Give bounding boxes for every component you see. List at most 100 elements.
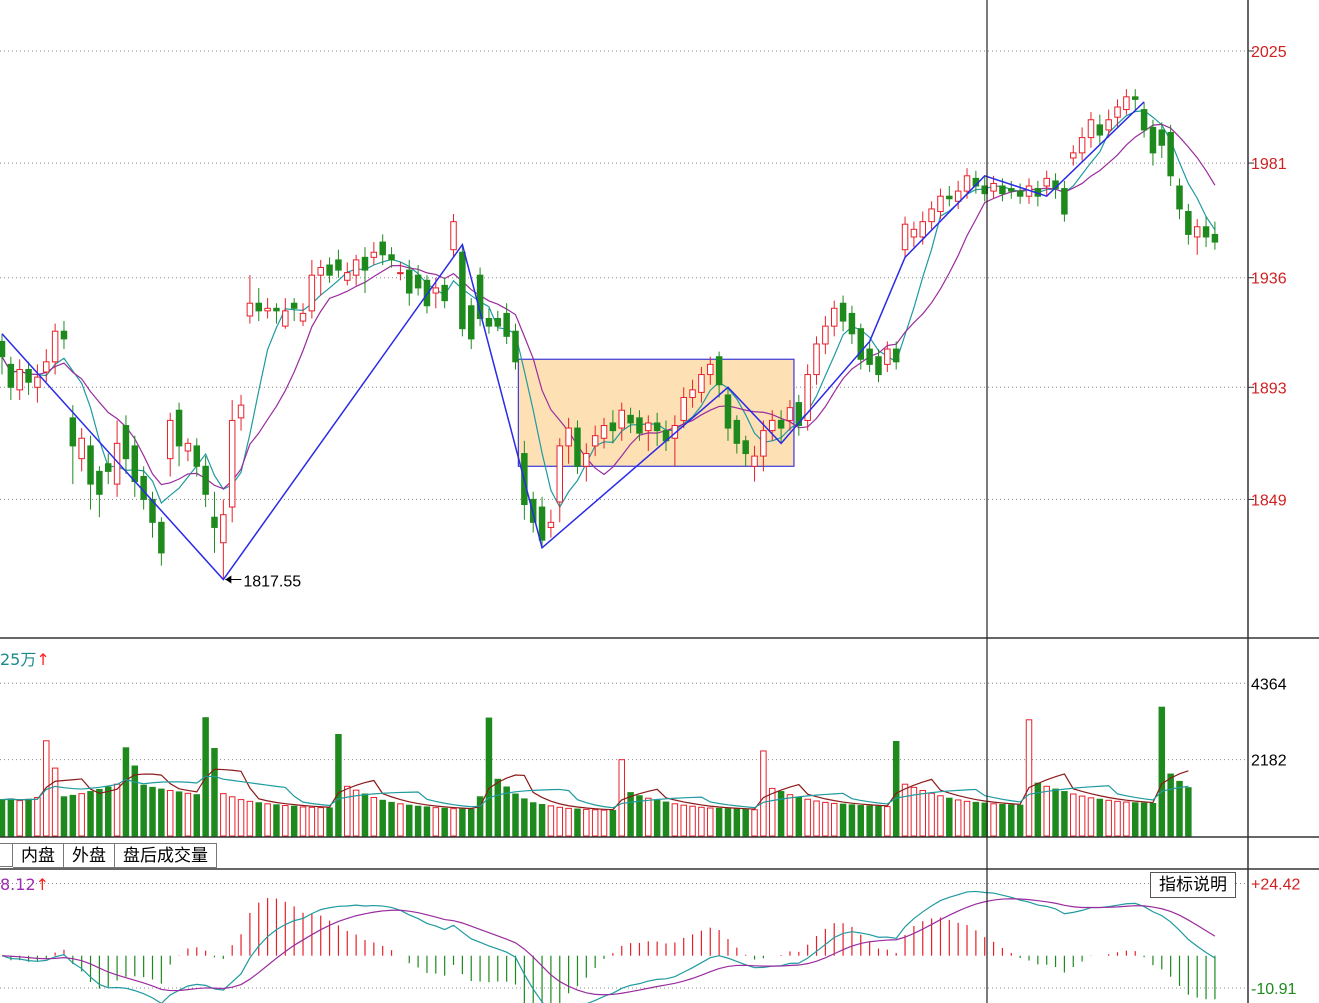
candle-body: [786, 407, 794, 421]
candle-body: [1070, 152, 1077, 159]
candle-body: [166, 419, 174, 460]
tab-outer-volume[interactable]: 外盘: [64, 843, 115, 868]
volume-bar: [1052, 788, 1059, 837]
candle-body: [476, 274, 484, 319]
volume-bar: [441, 807, 448, 837]
candle-body: [990, 182, 997, 192]
volume-bar: [777, 791, 785, 837]
candle-body: [875, 356, 882, 376]
volume-bar: [1061, 791, 1068, 837]
candle-body: [547, 521, 555, 528]
volume-bar: [361, 793, 369, 837]
volume-bar: [999, 804, 1006, 837]
candle-body: [16, 368, 23, 391]
volume-bar: [786, 794, 794, 837]
low-arrow-head: [225, 575, 232, 584]
candle-body: [0, 340, 6, 358]
volume-bar: [1008, 804, 1015, 837]
indicator-explain-button[interactable]: 指标说明: [1150, 872, 1236, 898]
tab-after-hours-volume[interactable]: 盘后成交量: [115, 843, 217, 868]
volume-bar: [671, 803, 679, 837]
volume-bar: [848, 804, 856, 837]
volume-bar: [1043, 785, 1050, 837]
volume-bar: [237, 799, 245, 837]
volume-bar: [1025, 719, 1033, 837]
candle-body: [96, 470, 103, 495]
tab-blank[interactable]: [0, 843, 13, 867]
volume-bar: [7, 798, 15, 837]
macd-dea-line: [1, 898, 1216, 996]
volume-bar: [884, 806, 891, 837]
volume-bar: [0, 799, 6, 837]
volume-bar: [96, 788, 103, 837]
candle-body: [25, 368, 32, 383]
candle-body: [87, 445, 94, 485]
candle-body: [352, 259, 360, 276]
volume-label: 25万↑: [0, 650, 50, 669]
volume-bar: [928, 792, 935, 837]
volume-bar: [166, 790, 174, 837]
volume-bar: [34, 797, 41, 837]
volume-bar: [972, 801, 980, 837]
candle-body: [1131, 96, 1139, 100]
candle-body: [379, 241, 386, 256]
candle-body: [813, 343, 820, 376]
candle-body: [1123, 96, 1130, 111]
macd-tick-label: -10.91: [1251, 981, 1296, 998]
candle-body: [884, 348, 891, 365]
candle-body: [892, 348, 900, 363]
volume-bar: [273, 804, 280, 837]
candle-body: [1105, 119, 1112, 131]
candle-body: [591, 435, 599, 447]
volume-bar: [175, 791, 183, 837]
volume-bar: [122, 747, 130, 837]
volume-bar: [299, 806, 307, 837]
candle-body: [583, 453, 590, 467]
tab-inner-volume[interactable]: 内盘: [13, 843, 64, 868]
candle-body: [1114, 106, 1121, 118]
candle-body: [901, 223, 909, 251]
candle-body: [1149, 126, 1157, 154]
volume-ma5-line: [1, 768, 1189, 811]
candle-body: [689, 389, 696, 398]
volume-bar: [946, 797, 953, 837]
volume-bar: [1078, 795, 1086, 837]
volume-bar: [1185, 787, 1192, 837]
volume-bar: [397, 803, 404, 837]
candle-body: [751, 455, 758, 467]
volume-bar: [875, 805, 882, 837]
volume-bar: [892, 741, 900, 837]
candle-body: [857, 328, 865, 360]
candle-body: [715, 356, 723, 386]
candle-body: [290, 302, 298, 309]
volume-bar: [609, 809, 617, 837]
candle-body: [1176, 185, 1183, 210]
candle-body: [494, 318, 502, 327]
volume-bar: [149, 786, 156, 837]
volume-bar: [1016, 804, 1024, 837]
candle-body: [450, 221, 457, 251]
volume-bar: [1123, 801, 1130, 837]
volume-bar: [822, 801, 829, 837]
volume-bar: [689, 805, 696, 837]
candle-body: [600, 425, 608, 439]
candle-body: [78, 437, 85, 460]
candle-body: [60, 330, 68, 340]
candle-body: [43, 361, 50, 373]
candle-body: [237, 404, 245, 419]
candle-body: [317, 267, 324, 276]
volume-bar: [583, 808, 590, 837]
candle-body: [326, 264, 333, 276]
price-tick-label: 1849: [1251, 492, 1287, 509]
macd-dif-line: [1, 890, 1216, 1003]
candle-body: [193, 445, 201, 467]
volume-bar: [1167, 773, 1174, 837]
volume-bar: [751, 809, 758, 837]
volume-bar: [211, 748, 218, 837]
candle-body: [1211, 233, 1219, 243]
candle-body: [653, 422, 661, 432]
volume-bar: [769, 787, 776, 837]
candle-body: [158, 521, 165, 554]
volume-bar: [78, 793, 85, 837]
